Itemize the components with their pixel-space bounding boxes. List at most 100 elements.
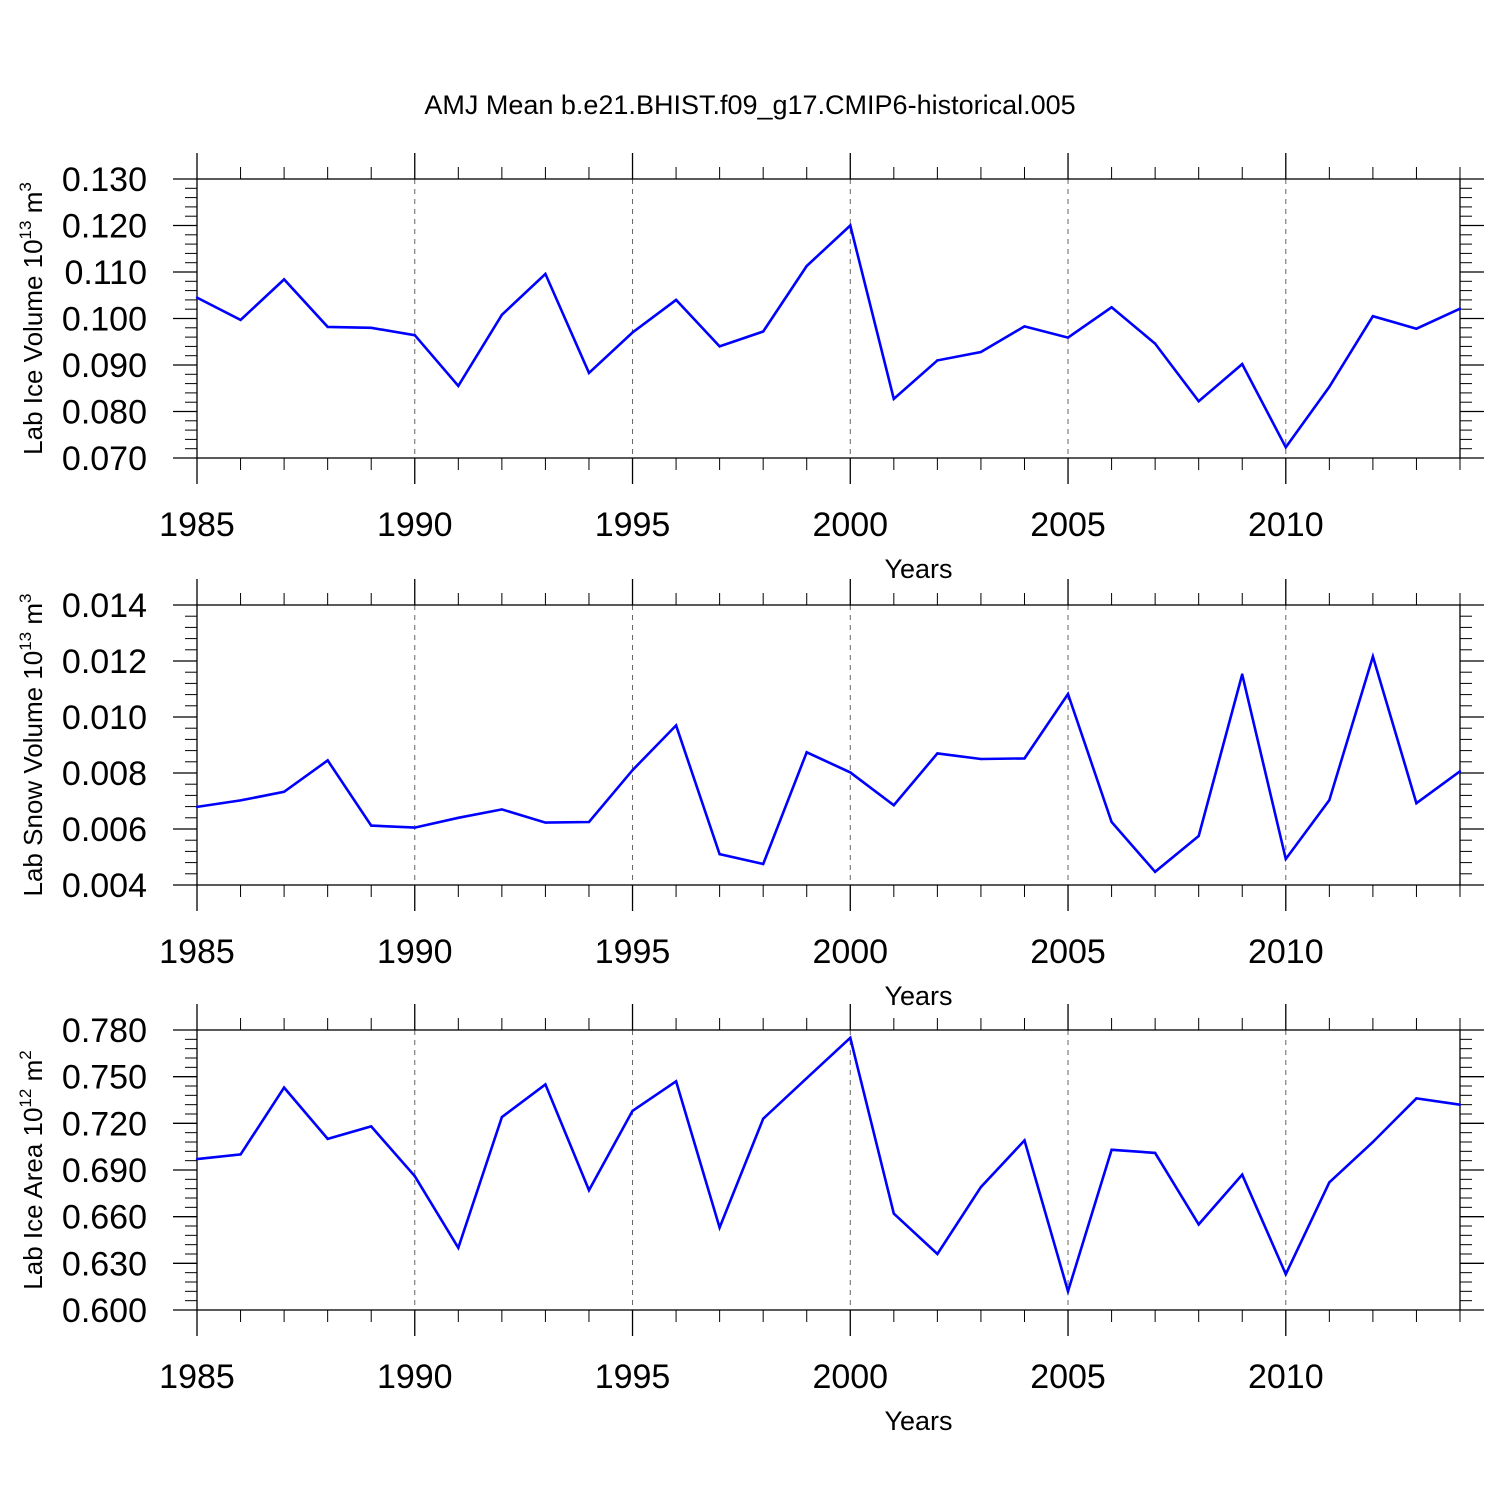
y-axis-label-exponent: 3 [16, 593, 35, 602]
data-point [1023, 325, 1026, 328]
data-point [892, 397, 896, 401]
data-point [849, 771, 852, 774]
y-tick-label: 0.120 [62, 208, 147, 246]
y-axis-label-text: m [18, 603, 48, 632]
data-point [1066, 1290, 1070, 1293]
y-axis-label-exponent: 3 [16, 182, 35, 191]
data-point [979, 350, 983, 354]
data-point [413, 1175, 416, 1178]
data-point [413, 826, 416, 829]
data-point [413, 334, 416, 337]
y-tick-label: 0.008 [62, 755, 147, 793]
data-point [239, 318, 242, 322]
data-point [1328, 798, 1331, 802]
y-tick-label: 0.630 [62, 1245, 147, 1283]
plot-frame [196, 1029, 1461, 1311]
data-point [282, 790, 286, 793]
data-point [1153, 1151, 1157, 1155]
series-line [196, 223, 1461, 450]
y-tick-label: 0.130 [62, 161, 147, 199]
y-tick-label: 0.110 [64, 254, 147, 292]
data-point [500, 808, 504, 811]
data-point [544, 1083, 547, 1086]
y-tick-label: 0.014 [62, 587, 147, 625]
data-point [457, 816, 460, 819]
data-point [1066, 692, 1070, 696]
data-point [500, 1115, 504, 1119]
data-point [370, 824, 373, 827]
y-tick-label: 0.780 [62, 1012, 147, 1050]
data-point [631, 1109, 634, 1113]
data-point [1241, 673, 1244, 676]
y-axis-label-exponent: 13 [16, 632, 35, 651]
data-point [587, 820, 591, 824]
data-point [544, 272, 547, 276]
data-point [195, 805, 199, 809]
data-point [1458, 1103, 1462, 1106]
data-point [849, 224, 852, 227]
x-tick-label: 2005 [1030, 1358, 1106, 1396]
data-point [892, 804, 896, 807]
data-point [1284, 857, 1287, 861]
chart-panel-3: 1985 1990 1995 2000 2005 2010 0.600 0.630 0.660 0… [16, 1004, 1484, 1436]
x-tick-label: 2010 [1248, 1358, 1324, 1396]
x-axis-label: Years [884, 981, 952, 1011]
data-point [805, 264, 808, 268]
data-point [761, 862, 765, 866]
y-tick-label: 0.080 [62, 394, 147, 432]
y-tick-label: 0.070 [62, 440, 147, 478]
data-point [239, 1153, 242, 1156]
data-point [1197, 834, 1200, 838]
data-point [457, 384, 460, 388]
chart-panel-1: 1985 1990 1995 2000 2005 2010 0.070 0.080 0.090 0… [16, 153, 1484, 584]
y-axis-label-text: Lab Ice Area 10 [18, 1108, 48, 1290]
y-tick-label: 0.090 [62, 347, 147, 385]
data-point [805, 751, 808, 754]
y-tick-label: 0.010 [62, 699, 147, 737]
y-axis-label-exponent: 2 [16, 1050, 35, 1059]
data-point [674, 724, 678, 727]
data-point [195, 296, 199, 299]
y-tick-label: 0.006 [62, 811, 147, 849]
data-point [1110, 1148, 1113, 1151]
data-point [631, 769, 634, 772]
data-point [1197, 400, 1200, 403]
data-point [544, 821, 547, 824]
data-point [1110, 306, 1113, 309]
data-point [1371, 655, 1375, 658]
y-tick-label: 0.004 [62, 867, 147, 905]
y-axis-label-text: Lab Ice Volume 10 [18, 239, 48, 454]
y-axis-label-exponent: 13 [16, 221, 35, 240]
data-point [1197, 1223, 1200, 1226]
x-tick-label: 1985 [159, 1358, 235, 1396]
y-tick-label: 0.012 [62, 643, 147, 681]
data-point [326, 325, 329, 329]
x-tick-label: 1985 [159, 506, 235, 544]
data-point [1458, 770, 1462, 773]
data-point [1023, 757, 1026, 760]
data-point [892, 1212, 896, 1215]
data-point [1284, 446, 1287, 449]
x-tick-label: 1990 [377, 933, 453, 971]
plot-frame [196, 604, 1461, 886]
data-point [936, 1252, 939, 1256]
x-tick-label: 1995 [595, 933, 671, 971]
data-point [1023, 1139, 1026, 1142]
data-point [1328, 1181, 1331, 1184]
data-point [457, 1246, 460, 1249]
x-tick-label: 2010 [1248, 933, 1324, 971]
data-point [1371, 314, 1375, 318]
data-point [1328, 385, 1331, 389]
y-axis-label-text: m [18, 1060, 48, 1089]
x-tick-label: 2010 [1248, 506, 1324, 544]
data-point [1415, 1097, 1418, 1100]
x-tick-label: 2005 [1030, 506, 1106, 544]
x-tick-label: 1995 [595, 1358, 671, 1396]
series-line [196, 651, 1461, 874]
data-point [674, 298, 678, 302]
y-tick-label: 0.660 [62, 1199, 147, 1237]
data-point [370, 1125, 373, 1128]
data-point [1153, 342, 1157, 345]
data-point [936, 359, 939, 362]
y-tick-label: 0.720 [62, 1105, 147, 1143]
